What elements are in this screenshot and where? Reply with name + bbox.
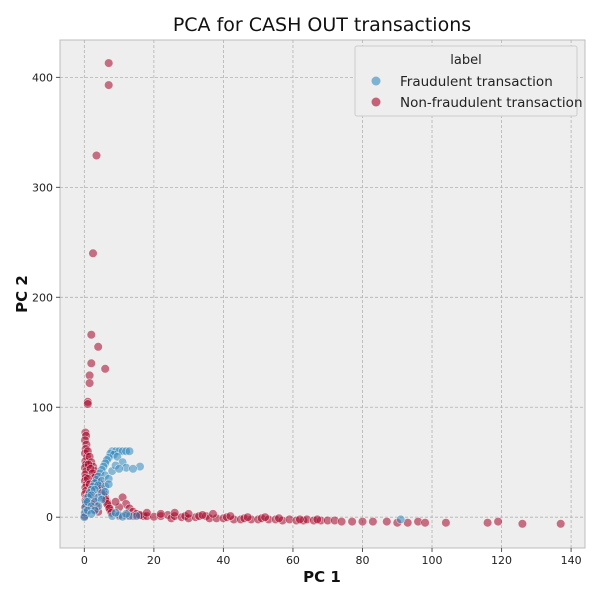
y-axis-label: PC 2 — [13, 275, 31, 313]
data-point — [197, 510, 208, 520]
data-point — [93, 342, 103, 352]
data-point — [86, 330, 96, 340]
x-axis-label: PC 1 — [303, 568, 341, 586]
data-point — [110, 508, 121, 518]
x-tick-label: 140 — [561, 554, 582, 567]
data-point — [88, 248, 98, 258]
data-point — [104, 80, 114, 90]
data-point — [312, 514, 322, 525]
legend-box — [354, 45, 578, 117]
data-point — [104, 479, 114, 489]
data-point — [124, 446, 135, 456]
data-point — [184, 509, 194, 519]
data-point — [100, 364, 110, 374]
x-tick-label: 120 — [491, 554, 512, 567]
data-point — [396, 514, 406, 525]
data-point — [104, 58, 114, 68]
data-point — [517, 519, 528, 529]
legend-label-nonfraud: Non-fraudulent transaction — [400, 95, 583, 111]
data-point — [368, 516, 378, 527]
data-point — [114, 464, 124, 474]
y-tick-label: 100 — [32, 401, 53, 414]
y-tick-label: 300 — [32, 181, 53, 194]
y-tick-label: 400 — [32, 71, 53, 84]
data-point — [556, 519, 566, 529]
data-point — [493, 516, 503, 527]
data-point — [382, 516, 392, 527]
data-point — [100, 487, 110, 497]
x-tick-label: 20 — [147, 554, 161, 567]
data-point — [357, 516, 368, 527]
x-tick-label: 100 — [422, 554, 443, 567]
y-tick-label: 200 — [32, 291, 53, 304]
data-point — [420, 518, 430, 528]
data-point — [131, 511, 142, 521]
series-fraud — [79, 446, 406, 525]
data-points — [79, 58, 566, 529]
data-point — [208, 509, 218, 519]
data-point — [243, 512, 253, 522]
data-point — [110, 497, 121, 507]
data-point — [441, 518, 451, 528]
x-tick-label: 80 — [355, 554, 369, 567]
legend-title: label — [450, 53, 481, 68]
data-point — [156, 509, 166, 519]
data-point — [260, 512, 270, 522]
plot-area — [59, 39, 586, 549]
legend-marker-fraud — [371, 76, 381, 86]
data-point — [337, 516, 347, 527]
data-point — [347, 516, 357, 527]
data-point — [225, 511, 235, 521]
data-point — [86, 509, 96, 519]
data-point — [295, 514, 305, 525]
data-point — [128, 464, 138, 474]
axis-ticks: 0 20 40 60 80 100 120 140 0 100 200 300 400 — [32, 71, 582, 567]
data-point — [483, 518, 493, 528]
data-point — [274, 513, 284, 523]
data-point — [84, 370, 95, 381]
data-point — [84, 378, 95, 388]
data-point — [121, 509, 131, 519]
x-tick-label: 60 — [286, 554, 300, 567]
x-tick-label: 0 — [81, 554, 88, 567]
data-point — [170, 508, 180, 518]
data-point — [83, 399, 93, 409]
legend-marker-nonfraud — [371, 97, 381, 107]
x-tick-label: 40 — [216, 554, 230, 567]
legend: label Fraudulent transaction Non-fraudul… — [354, 45, 583, 117]
data-point — [86, 358, 96, 368]
chart-title: PCA for CASH OUT transactions — [173, 14, 471, 36]
legend-label-fraud: Fraudulent transaction — [400, 74, 553, 90]
y-tick-label: 0 — [46, 511, 53, 524]
data-point — [142, 508, 152, 518]
data-point — [91, 150, 102, 161]
